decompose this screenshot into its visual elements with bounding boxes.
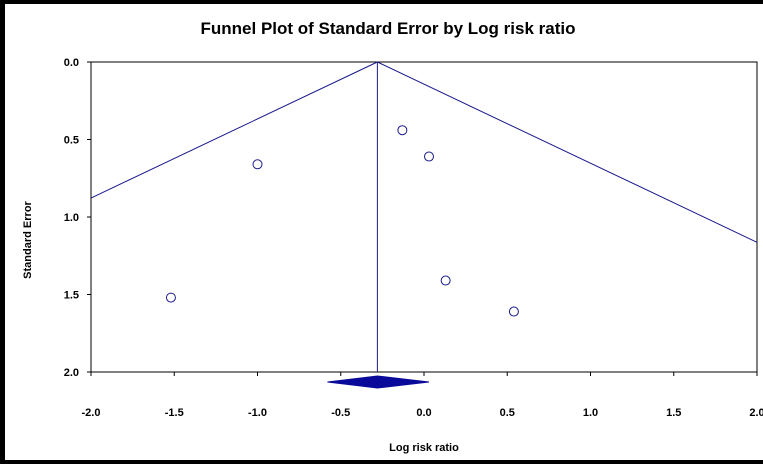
funnel-left-line: [90, 61, 378, 199]
y-axis: 0.0 0.5 1.0 1.5 2.0: [64, 57, 91, 379]
x-axis: -2.0 -1.5 -1.0 -0.5 0.0 0.5 1.0 1.5 2.0: [82, 372, 763, 419]
funnel-lines: [90, 61, 758, 372]
study-point: [397, 125, 408, 136]
x-tick-label: 1.5: [666, 407, 681, 419]
x-tick-label: -1.0: [248, 407, 267, 419]
study-point: [252, 159, 263, 170]
summary-diamond: [327, 375, 430, 389]
x-tick-label: 2.0: [749, 407, 763, 419]
y-tick-label: 1.0: [64, 212, 79, 224]
study-point: [423, 151, 434, 162]
x-tick-label: -0.5: [331, 407, 350, 419]
study-point: [440, 275, 451, 286]
study-points: [165, 125, 519, 317]
y-tick-label: 0.0: [64, 57, 79, 69]
x-tick-label: 1.0: [583, 407, 598, 419]
y-tick-label: 0.5: [64, 135, 79, 147]
chart-frame: Funnel Plot of Standard Error by Log ris…: [5, 4, 763, 460]
x-axis-label: Log risk ratio: [389, 442, 459, 454]
y-tick-label: 1.5: [64, 290, 79, 302]
plot-area: [90, 61, 758, 373]
y-tick-label: 2.0: [64, 367, 79, 379]
x-tick-label: 0.5: [500, 407, 515, 419]
funnel-right-line: [377, 61, 758, 243]
funnel-plot: Funnel Plot of Standard Error by Log ris…: [22, 19, 763, 454]
study-point: [508, 306, 519, 317]
study-point: [165, 292, 176, 303]
x-tick-label: 0.0: [416, 407, 431, 419]
summary-diamond-group: [327, 375, 430, 389]
x-tick-label: -2.0: [82, 407, 101, 419]
chart-title: Funnel Plot of Standard Error by Log ris…: [201, 19, 576, 38]
y-axis-label: Standard Error: [22, 200, 34, 278]
x-tick-label: -1.5: [165, 407, 184, 419]
